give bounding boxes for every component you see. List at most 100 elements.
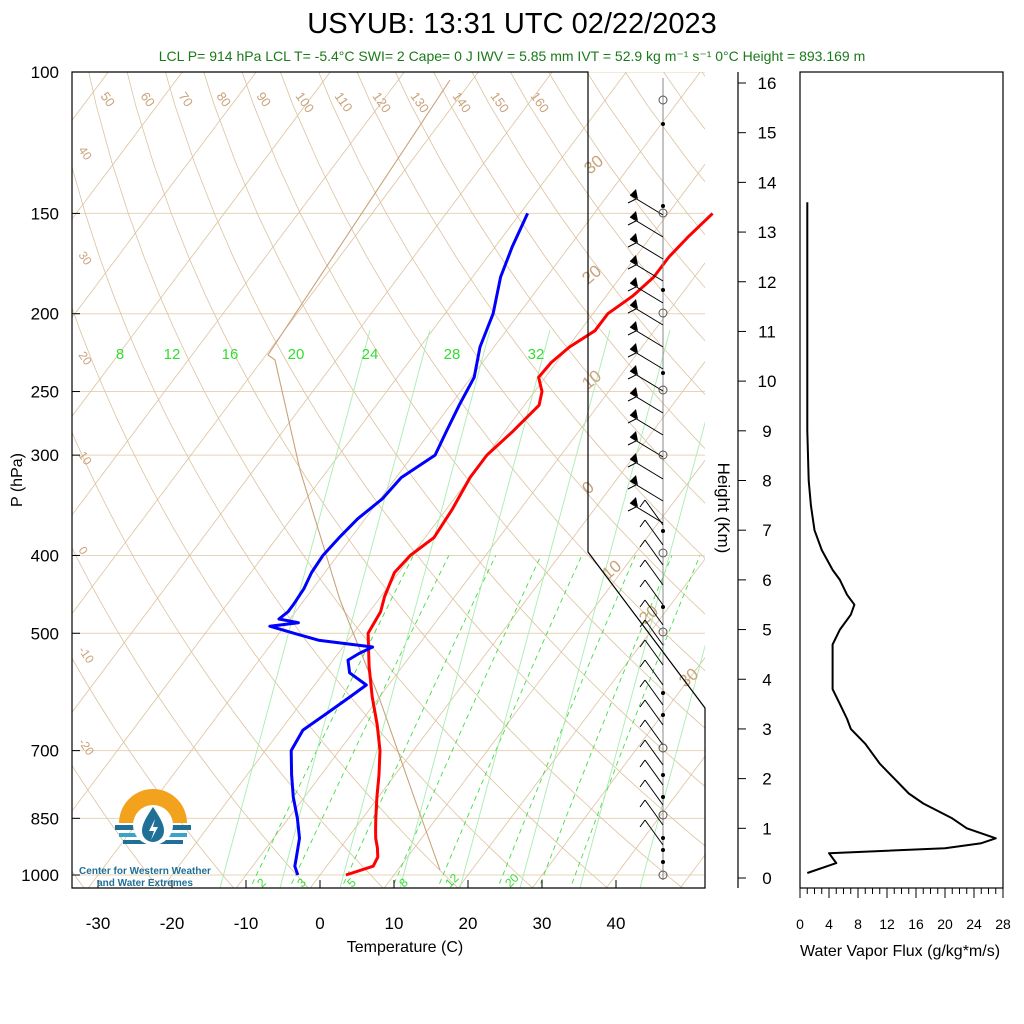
dry-adiabat-label: 80	[214, 89, 235, 109]
flux-tick-label: 8	[854, 916, 862, 932]
height-axis-label: Height (Km)	[714, 463, 733, 554]
wind-barb-feather	[639, 659, 646, 668]
chart-title: USYUB: 13:31 UTC 02/22/2023	[307, 8, 717, 40]
wind-calm-circle	[658, 810, 668, 820]
wind-barb-feather	[627, 484, 637, 490]
dry-adiabat-line	[433, 72, 705, 450]
flux-tick-label: 16	[908, 916, 924, 932]
isotherm-line	[531, 657, 705, 888]
moist-adiabat-line	[399, 329, 551, 888]
wind-calm-circle	[658, 450, 668, 460]
p-tick-label: 100	[31, 63, 59, 82]
flux-tick-label: 12	[879, 916, 895, 932]
wind-barb-feather	[639, 539, 646, 548]
t-tick-label: 0	[315, 914, 324, 933]
height-tick-label: 4	[762, 670, 771, 689]
wind-barb-feather	[639, 599, 646, 608]
isotherm-line	[235, 262, 705, 888]
height-tick-label: 14	[758, 173, 777, 192]
wind-barb-feather	[639, 519, 646, 528]
mixing-ratio-line	[569, 555, 701, 888]
wind-barb-feather	[639, 639, 646, 648]
height-tick-label: 15	[758, 124, 777, 143]
wind-barb-feather	[639, 699, 646, 708]
height-tick-label: 5	[762, 621, 771, 640]
isotherm-line	[72, 72, 627, 812]
dry-adiabat-line	[471, 72, 705, 396]
isotherm-line	[72, 72, 257, 319]
t-tick-label: -10	[234, 914, 259, 933]
wind-barb-flag	[630, 189, 638, 199]
dry-adiabat-label: 50	[98, 89, 119, 109]
wind-barb-feather	[627, 198, 637, 204]
wind-barb	[644, 759, 664, 786]
wind-point	[661, 204, 665, 208]
moist-adiabat-line	[459, 329, 611, 888]
plot-border	[71, 71, 706, 889]
wind-barb-flag	[630, 255, 638, 265]
height-tick-label: 11	[758, 322, 776, 341]
wind-barb-feather	[627, 308, 637, 314]
dry-adiabat-line	[279, 72, 705, 672]
wind-barb-feather	[627, 352, 637, 358]
wind-barb	[644, 579, 664, 606]
flux-tick-label: 24	[966, 916, 982, 932]
wind-point	[661, 795, 665, 799]
wind-barb-feather	[627, 264, 637, 270]
dry-adiabat-line	[72, 657, 235, 888]
wind-barb	[629, 348, 664, 370]
dewpoint-line	[268, 212, 529, 876]
logo-caption-line2: and Water Extremes	[97, 878, 193, 889]
wind-barb	[629, 414, 664, 436]
wind-barb	[644, 779, 664, 806]
mixing-ratio-label: 12	[164, 346, 181, 363]
wind-barb-flag	[630, 299, 638, 309]
temperature-line	[345, 212, 714, 877]
wind-barb	[644, 659, 664, 686]
wind-barb-feather	[639, 739, 646, 748]
wind-barb-feather	[627, 242, 637, 248]
flux-axis-label: Water Vapor Flux (g/kg*m/s)	[800, 943, 1000, 960]
wind-barb-flag	[630, 431, 638, 441]
isotherm-line	[72, 72, 183, 220]
wind-barb	[629, 194, 664, 216]
p-tick-label: 300	[31, 446, 59, 465]
wind-barb	[644, 819, 664, 846]
dry-adiabat-line	[72, 306, 459, 888]
wind-calm-circle	[658, 743, 668, 753]
height-tick-label: 10	[758, 372, 777, 391]
wind-barb	[644, 599, 664, 626]
wind-barb-feather	[627, 440, 637, 446]
p-tick-label: 250	[31, 383, 59, 402]
wind-barb-feather	[639, 779, 646, 788]
wind-barb-flag	[630, 409, 638, 419]
height-tick-label: 16	[758, 74, 777, 93]
wind-barbs	[627, 78, 668, 880]
p-tick-label: 700	[31, 742, 59, 761]
isotherm-line	[383, 459, 705, 888]
moist-adiabat-line	[339, 329, 491, 888]
moist-adiabat-line	[639, 644, 705, 888]
dry-adiabat-label: 90	[254, 89, 275, 109]
cw3e-logo-icon	[115, 789, 191, 845]
wind-barb-feather	[627, 418, 637, 424]
wind-barb	[644, 539, 664, 566]
isotherm-line	[309, 360, 705, 888]
wind-point	[661, 371, 665, 375]
wind-calm-circle	[658, 548, 668, 558]
moist-adiabat-line	[279, 329, 431, 888]
isotherm-line	[72, 72, 331, 417]
p-tick-label: 400	[31, 546, 59, 565]
isotherm-line	[72, 72, 405, 516]
plot-area	[72, 72, 705, 888]
wind-barb-feather	[627, 462, 637, 468]
wind-point	[661, 122, 665, 126]
isotherm-line	[72, 72, 553, 714]
t-tick-label: -20	[160, 914, 185, 933]
t-tick-label: 10	[385, 914, 404, 933]
dry-adiabat-line	[241, 72, 705, 729]
wind-barb-feather	[627, 374, 637, 380]
wind-barb	[644, 499, 664, 526]
mixing-ratio-line	[249, 555, 414, 888]
